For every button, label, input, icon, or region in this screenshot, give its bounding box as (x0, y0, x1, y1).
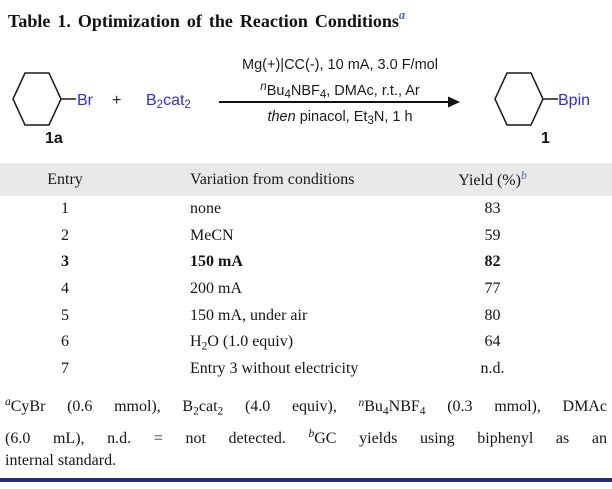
reactant-compound-label: 1a (45, 130, 63, 147)
table-title: Table 1. Optimization of the Reaction Co… (8, 8, 405, 32)
yield-footnote-marker: b (520, 169, 527, 182)
conditions-line-2: nBu4NBF4, DMAc, r.t., Ar (218, 78, 462, 104)
diboron-cat: cat (163, 92, 185, 109)
sub-4a: 4 (382, 405, 389, 418)
entry-cell: 1 (61, 200, 69, 218)
sub-4a: 4 (284, 89, 291, 101)
diboron-sub2: 2 (184, 99, 191, 111)
sub-4b: 4 (419, 405, 426, 418)
footnote-text: NBF (388, 398, 420, 415)
variation-cell: 150 mA (190, 253, 243, 271)
footnote-line-1: aCyBr (0.6 mmol), B2cat2 (4.0 equiv), nB… (5, 391, 607, 423)
bpin-label: Bpin (558, 92, 591, 109)
table-header-row: Entry Variation from conditions Yield (%… (0, 163, 612, 196)
sub-2a: 2 (193, 405, 199, 418)
table-row: 2 MeCN 59 (0, 223, 612, 250)
footnote-a-marker: a (5, 396, 11, 408)
footnote-line-3: internal standard. (5, 452, 117, 470)
entry-cell: 7 (61, 359, 69, 377)
nbf-text: NBF (290, 83, 320, 99)
footnote-line-2: (6.0 mL), n.d. = not detected. bGC yield… (5, 423, 607, 450)
footnote-text: cat (198, 398, 218, 415)
yield-cell: 82 (484, 253, 501, 271)
diboron-reagent-label: B2cat2 (146, 92, 191, 111)
arrow-head (448, 96, 460, 108)
variation-cell: H2O (1.0 equiv) (130, 333, 455, 353)
yield-cell: 64 (484, 333, 501, 351)
table-row: 7 Entry 3 without electricity n.d. (0, 356, 612, 383)
table-title-footnote-marker: a (398, 8, 406, 22)
sub-3: 3 (367, 115, 374, 127)
product-compound-label: 1 (541, 130, 550, 147)
n-superscript: n (358, 397, 365, 409)
yield-cell: n.d. (480, 359, 505, 377)
footnote-text: Bu (364, 398, 383, 415)
entry-cell: 2 (61, 226, 69, 244)
solvent-text: , DMAc, r.t., Ar (326, 83, 420, 99)
entry-cell: 5 (61, 306, 69, 324)
then-italic: then (267, 109, 296, 125)
entry-cell: 4 (61, 280, 69, 298)
bu-text: Bu (266, 83, 285, 99)
footnote-text: (0.3 mmol), DMAc (425, 398, 607, 415)
variation-cell: none (190, 200, 222, 218)
bromine-label: Br (77, 92, 93, 109)
entry-cell: 3 (61, 253, 69, 271)
yield-cell: 80 (484, 306, 501, 324)
diboron-sub1: 2 (156, 99, 164, 111)
yield-cell: 77 (484, 280, 501, 298)
footnote-text: (4.0 equiv), (223, 398, 359, 415)
table-row: 6 H2O (1.0 equiv) 64 (0, 329, 612, 356)
entry-column-header: Entry (47, 170, 83, 188)
yield-column-header: Yield (%)b (455, 170, 530, 190)
footnote-text: CyBr (0.6 mmol), B (10, 398, 194, 415)
pinacol-text: pinacol, Et (295, 109, 368, 125)
table-title-text: Table 1. Optimization of the Reaction Co… (8, 11, 399, 31)
yield-cell: 59 (484, 226, 501, 244)
table-body: 1 none 83 2 MeCN 59 3 150 mA 82 4 200 mA… (0, 196, 612, 382)
yield-header-text: Yield (%) (458, 171, 521, 189)
n-superscript: n (260, 81, 267, 93)
footnote-b-marker: b (308, 427, 315, 440)
variation-column-header: Variation from conditions (190, 170, 355, 188)
conditions-line-1: Mg(+)|CC(-), 10 mA, 3.0 F/mol (242, 57, 438, 73)
plus-sign: + (112, 92, 122, 109)
water-h: H (190, 332, 202, 350)
table-row: 1 none 83 (0, 196, 612, 223)
variation-cell: Entry 3 without electricity (190, 359, 359, 377)
variation-cell: 200 mA (190, 280, 242, 298)
table-row: 5 150 mA, under air 80 (0, 302, 612, 329)
bottom-divider-rule (0, 478, 612, 482)
sub-2b: 2 (217, 405, 224, 418)
table-row-highlighted: 3 150 mA 82 (0, 249, 612, 276)
conditions-line-3: then pinacol, Et3N, 1 h (218, 108, 462, 130)
yield-cell: 83 (484, 200, 501, 218)
hexagon-ring (12, 72, 62, 126)
table-row: 4 200 mA 77 (0, 276, 612, 303)
footnotes: aCyBr (0.6 mmol), B2cat2 (4.0 equiv), nB… (5, 391, 607, 473)
variation-cell: MeCN (190, 226, 234, 244)
diboron-b: B (146, 92, 157, 109)
reaction-arrow (219, 96, 460, 108)
water-rest: O (1.0 equiv) (207, 332, 294, 350)
product-cyclohexane-structure (494, 72, 558, 126)
sub-4b: 4 (319, 89, 327, 101)
hexagon-ring (494, 72, 544, 126)
cyclohexane-structure (12, 72, 76, 126)
footnote-text: (6.0 mL), n.d. = not detected. (5, 429, 309, 447)
water-sub2: 2 (201, 340, 208, 353)
entry-cell: 6 (61, 333, 69, 351)
variation-cell: 150 mA, under air (190, 306, 308, 324)
footnote-text: GC yields using biphenyl as an (314, 429, 607, 447)
amine-text: N, 1 h (373, 109, 413, 125)
